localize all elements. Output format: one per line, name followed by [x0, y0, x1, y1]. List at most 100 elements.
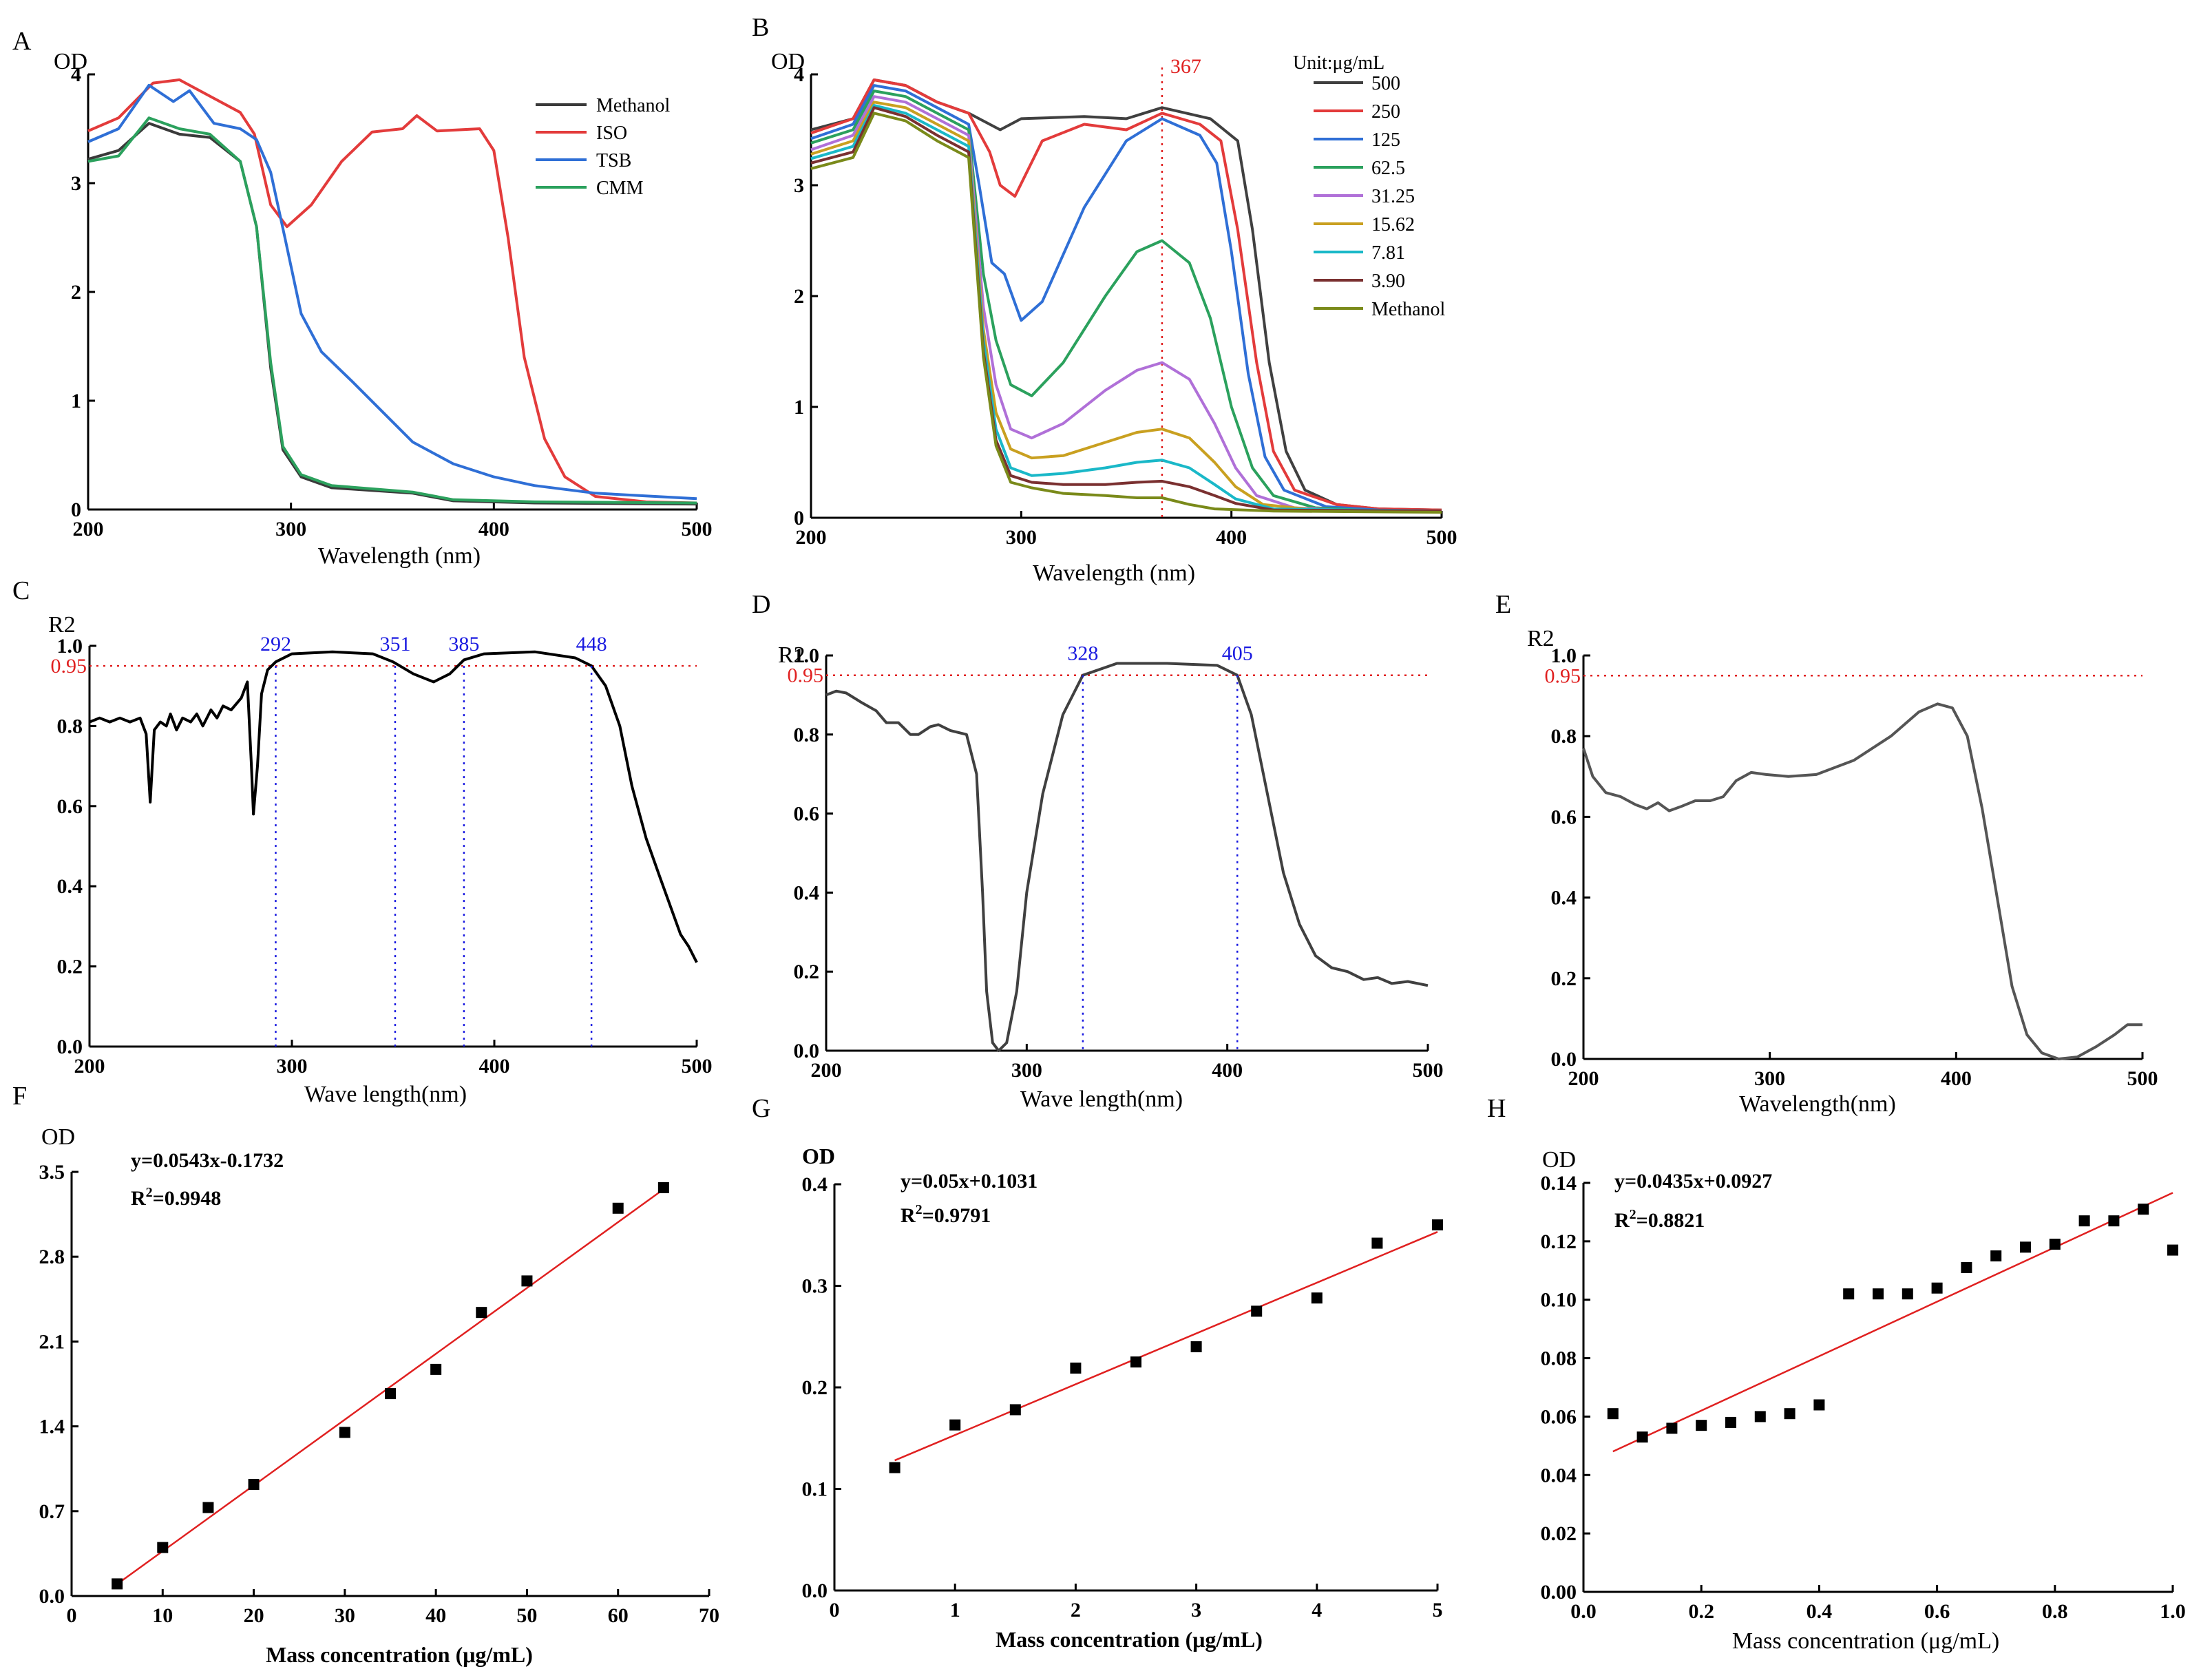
panel-g-y-tick-label: 0.1	[802, 1478, 828, 1501]
panel-f-r2-value: =0.9948	[153, 1187, 222, 1210]
panel-g-x-tick-label: 3	[1191, 1599, 1201, 1621]
panel-d-annotation-label: 405	[1222, 642, 1253, 665]
panel-f-data-point	[112, 1578, 123, 1590]
panel-f-data-point	[521, 1275, 533, 1287]
panel-g-y-tick-label: 0.2	[802, 1376, 828, 1399]
panel-b-legend: 500 250 125 62.5 31.25 15.62 7.81 3.90 M…	[1314, 73, 1446, 320]
panel-d-annotation-label: 328	[1067, 642, 1098, 665]
panel-f-x-tick-label: 10	[152, 1604, 173, 1627]
panel-d-x-tick-label: 300	[1011, 1059, 1042, 1082]
panel-f-y-tick-label: 0.0	[39, 1585, 65, 1608]
panel-b-series-2-line	[810, 84, 1442, 513]
panel-h-fit-line	[1612, 1192, 2173, 1453]
panel-c-x-tick-label: 400	[479, 1055, 510, 1078]
legend-label-tsb: TSB	[596, 150, 631, 171]
legend-label-methanol: Methanol	[596, 95, 671, 116]
panel-g-x-tick-label: 1	[950, 1599, 960, 1621]
panel-f-data-point	[657, 1182, 669, 1193]
panel-g-data-point	[1130, 1356, 1141, 1368]
panel-h-y-tick-label: 0.00	[1541, 1581, 1577, 1604]
legend-label-iso: ISO	[596, 123, 627, 144]
panel-h-data-point	[2167, 1244, 2178, 1256]
panel-a-y-tick-label: 2	[71, 281, 81, 304]
panel-f-x-tick-label: 70	[699, 1604, 719, 1627]
panel-d-xlabel: Wave length(nm)	[1020, 1086, 1183, 1112]
panel-e-x-tick-label: 400	[1941, 1067, 1972, 1090]
panel-h-y-tick-label: 0.04	[1541, 1464, 1577, 1487]
legend-label-cmm: CMM	[596, 178, 644, 199]
panel-g-ylabel: OD	[802, 1144, 835, 1168]
panel-f-data-point	[157, 1542, 169, 1553]
panel-d-y-tick-label: 0.4	[794, 881, 820, 904]
panel-g-data-point	[1432, 1219, 1443, 1230]
panel-f-y-tick-label: 1.4	[39, 1416, 65, 1438]
panel-b-y-tick-label: 1	[794, 396, 804, 419]
panel-e-ylabel: R2	[1527, 626, 1555, 651]
panel-h-xlabel: Mass concentration (μg/mL)	[1732, 1628, 1999, 1654]
panel-g-data-point	[1190, 1341, 1202, 1352]
panel-f-x-tick-label: 30	[335, 1604, 355, 1627]
panel-c-xlabel: Wave length(nm)	[304, 1082, 467, 1107]
panel-g-r2-value: =0.9791	[923, 1204, 991, 1227]
panel-h-data-point	[1607, 1408, 1619, 1420]
panel-h-r2-value: =0.8821	[1636, 1209, 1705, 1232]
panel-g-x-tick-label: 4	[1312, 1599, 1322, 1621]
panel-b-series-1-line	[810, 78, 1442, 512]
panel-b-xlabel: Wavelength (nm)	[1033, 560, 1195, 586]
panel-b-y-tick-label: 2	[794, 285, 804, 308]
panel-h-data-point	[1931, 1282, 1943, 1294]
panel-c-letter: C	[12, 576, 30, 605]
panel-d-x-tick-label: 400	[1212, 1059, 1243, 1082]
panel-e-y-tick-label: 0.8	[1551, 725, 1577, 748]
panel-f-x-tick-label: 60	[608, 1604, 629, 1627]
panel-c-x-tick-label: 300	[277, 1055, 308, 1078]
panel-c: C R2 Wave length(nm)	[12, 576, 467, 1107]
panel-h-data-point	[1636, 1431, 1648, 1443]
panel-h-equation: y=0.0435x+0.0927	[1614, 1170, 1772, 1193]
panel-d-series-0-line	[825, 662, 1429, 1052]
panel-g-x-tick-label: 2	[1071, 1599, 1081, 1621]
panel-h-x-tick-label: 0.0	[1570, 1600, 1597, 1623]
panel-g-data-point	[949, 1419, 961, 1431]
panel-b-series-8-line	[810, 112, 1442, 514]
panel-a-y-tick-label: 4	[71, 63, 81, 86]
panel-e-y-tick-label: 0.4	[1551, 887, 1577, 910]
panel-h-y-tick-label: 0.08	[1541, 1347, 1577, 1370]
panel-c-y-tick-label: 0.4	[57, 875, 83, 898]
panel-f-r2: R2=0.9948	[131, 1185, 221, 1210]
panel-a-xlabel: Wavelength (nm)	[318, 543, 481, 569]
panel-h-data-point	[2138, 1204, 2149, 1215]
panel-a-series-2-line	[87, 83, 697, 501]
panel-a-x-tick-label: 300	[275, 518, 306, 540]
panel-b-y-tick-label: 4	[794, 63, 804, 86]
panel-f: F OD Mass concentration (μg/mL) y=0.0543…	[12, 1082, 533, 1667]
panel-h-y-tick-label: 0.14	[1541, 1172, 1577, 1195]
panel-h-x-tick-label: 1.0	[2160, 1600, 2186, 1623]
panel-b-y-tick-label: 0	[794, 507, 804, 529]
panel-a-letter: A	[12, 27, 32, 56]
panel-d-x-tick-label: 200	[811, 1059, 842, 1082]
panel-h-x-tick-label: 0.4	[1807, 1600, 1833, 1623]
panel-e-series-0-line	[1582, 702, 2142, 1060]
panel-f-data-point	[430, 1363, 442, 1375]
panel-c-annotation-label: 351	[379, 633, 410, 655]
panel-e-xlabel: Wavelength(nm)	[1739, 1091, 1896, 1117]
panel-a: A OD Wavelength (nm) Methanol ISO TSB CM…	[12, 27, 671, 569]
panel-d-y-tick-label: 0.6	[794, 803, 820, 826]
panel-b-ylabel: OD	[771, 49, 805, 74]
panel-d-ylabel: R2	[778, 642, 805, 668]
panel-c-x-tick-label: 500	[682, 1055, 713, 1078]
panel-e-y-tick-label: 0.0	[1551, 1048, 1577, 1071]
panel-c-y-tick-label: 0.6	[57, 795, 83, 818]
panel-f-x-tick-label: 40	[425, 1604, 446, 1627]
panel-c-annotation-label: 448	[576, 633, 607, 655]
panel-a-y-tick-label: 3	[71, 172, 81, 195]
panel-h-data-point	[1784, 1408, 1795, 1420]
panel-h-data-point	[2108, 1215, 2120, 1227]
panel-d-threshold-label: 0.95	[788, 664, 824, 687]
panel-h-data-point	[2020, 1241, 2031, 1253]
panel-b-x-tick-label: 200	[796, 526, 827, 549]
panel-b-series-5-line	[810, 101, 1442, 513]
panel-e-x-tick-label: 500	[2127, 1067, 2158, 1090]
